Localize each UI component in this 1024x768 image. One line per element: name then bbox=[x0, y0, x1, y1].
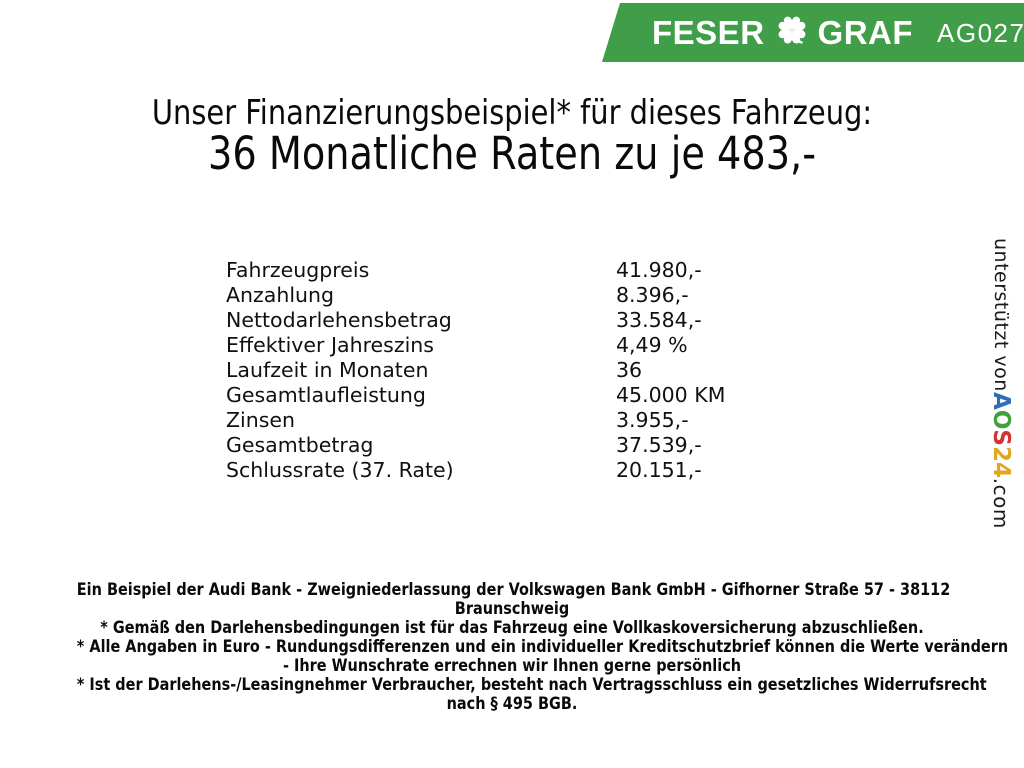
monthly-rate-headline: 36 Monatliche Raten zu je 483,- bbox=[207, 127, 817, 180]
table-row: Fahrzeugpreis 41.980,- bbox=[226, 258, 725, 283]
finance-value: 8.396,- bbox=[616, 283, 689, 307]
finance-value: 4,49 % bbox=[616, 333, 688, 357]
finance-label: Fahrzeugpreis bbox=[226, 258, 370, 282]
aos24-logo: AOS24 bbox=[988, 392, 1024, 478]
finance-value: 36 bbox=[616, 358, 643, 382]
footer-line: Braunschweig bbox=[454, 599, 570, 619]
finance-label: Zinsen bbox=[226, 408, 296, 432]
finance-label: Nettodarlehensbetrag bbox=[226, 308, 452, 332]
footer-line: - Ihre Wunschrate errechnen wir Ihnen ge… bbox=[282, 656, 742, 676]
footer-line: Ein Beispiel der Audi Bank - Zweignieder… bbox=[76, 580, 951, 600]
aos24-letter: 4 bbox=[988, 461, 1014, 478]
finance-value: 33.584,- bbox=[616, 308, 702, 332]
support-credit: unterstützt vonAOS24.com bbox=[988, 238, 1014, 529]
table-row: Nettodarlehensbetrag 33.584,- bbox=[226, 308, 725, 333]
footer-line: * Ist der Darlehens-/Leasingnehmer Verbr… bbox=[76, 675, 987, 695]
table-row: Gesamtlaufleistung 45.000 KM bbox=[226, 383, 725, 408]
page-title: Unser Finanzierungsbeispiel* für dieses … bbox=[151, 93, 873, 133]
header-banner: FESER GRAF AG027649 bbox=[602, 3, 1024, 62]
brand-name-part1: FESER bbox=[652, 14, 765, 51]
footer-disclaimer: Ein Beispiel der Audi Bank - Zweignieder… bbox=[0, 581, 1024, 714]
aos24-letter: S bbox=[988, 429, 1014, 446]
finance-value: 45.000 KM bbox=[616, 383, 726, 407]
support-prefix: unterstützt von bbox=[990, 238, 1012, 392]
finance-label: Effektiver Jahreszins bbox=[226, 333, 434, 357]
finance-value: 41.980,- bbox=[616, 258, 702, 282]
finance-value: 37.539,- bbox=[616, 433, 702, 457]
aos24-letter: A bbox=[988, 391, 1014, 410]
table-row: Zinsen 3.955,- bbox=[226, 408, 725, 433]
finance-label: Laufzeit in Monaten bbox=[226, 358, 429, 382]
table-row: Effektiver Jahreszins 4,49 % bbox=[226, 333, 725, 358]
brand-name-part2: GRAF bbox=[817, 14, 914, 51]
finance-label: Schlussrate (37. Rate) bbox=[226, 458, 454, 482]
vehicle-id-badge: AG027649 bbox=[937, 17, 1024, 48]
table-row: Laufzeit in Monaten 36 bbox=[226, 358, 725, 383]
footer-line: * Gemäß den Darlehensbedingungen ist für… bbox=[100, 618, 924, 638]
support-suffix: .com bbox=[989, 477, 1013, 529]
finance-label: Gesamtlaufleistung bbox=[226, 383, 426, 407]
clover-icon bbox=[773, 9, 811, 57]
footer-line: * Alle Angaben in Euro - Rundungsdiffere… bbox=[76, 637, 1009, 657]
finance-value: 3.955,- bbox=[616, 408, 689, 432]
table-row: Schlussrate (37. Rate) 20.151,- bbox=[226, 458, 725, 483]
footer-line: nach § 495 BGB. bbox=[446, 694, 578, 714]
finance-label: Gesamtbetrag bbox=[226, 433, 374, 457]
aos24-letter: 2 bbox=[988, 445, 1014, 462]
finance-value: 20.151,- bbox=[616, 458, 702, 482]
aos24-letter: O bbox=[988, 409, 1014, 430]
table-row: Gesamtbetrag 37.539,- bbox=[226, 433, 725, 458]
table-row: Anzahlung 8.396,- bbox=[226, 283, 725, 308]
finance-label: Anzahlung bbox=[226, 283, 335, 307]
finance-table: Fahrzeugpreis 41.980,- Anzahlung 8.396,-… bbox=[226, 258, 725, 483]
